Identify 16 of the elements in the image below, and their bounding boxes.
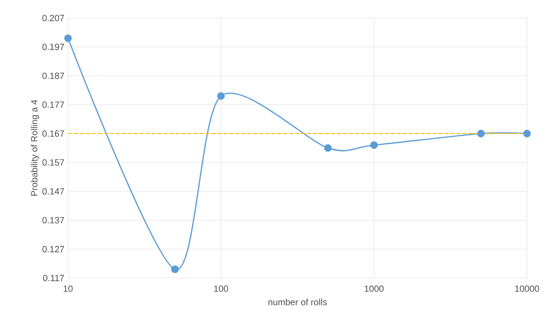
y-tick-label: 0.127 (42, 246, 64, 252)
y-tick-label: 0.187 (42, 72, 64, 79)
y-tick-label: 0.197 (42, 44, 64, 50)
x-tick-label: 10 (64, 286, 73, 292)
y-tick-label: 0.147 (42, 188, 64, 195)
x-tick-label: 1000 (364, 286, 384, 292)
x-axis-title: number of rolls (268, 298, 327, 306)
y-tick-label: 0.137 (42, 217, 64, 224)
y-axis-title: Probability of Rolling a 4 (30, 100, 40, 196)
x-tick-label: 10000 (515, 286, 540, 292)
y-tick-label: 0.167 (42, 130, 64, 137)
y-tick-label: 0.117 (43, 274, 64, 282)
y-tick-label: 0.157 (42, 159, 64, 166)
x-tick-label: 100 (214, 286, 228, 292)
y-tick-label: 0.207 (42, 14, 64, 22)
y-tick-label: 0.177 (42, 101, 64, 108)
